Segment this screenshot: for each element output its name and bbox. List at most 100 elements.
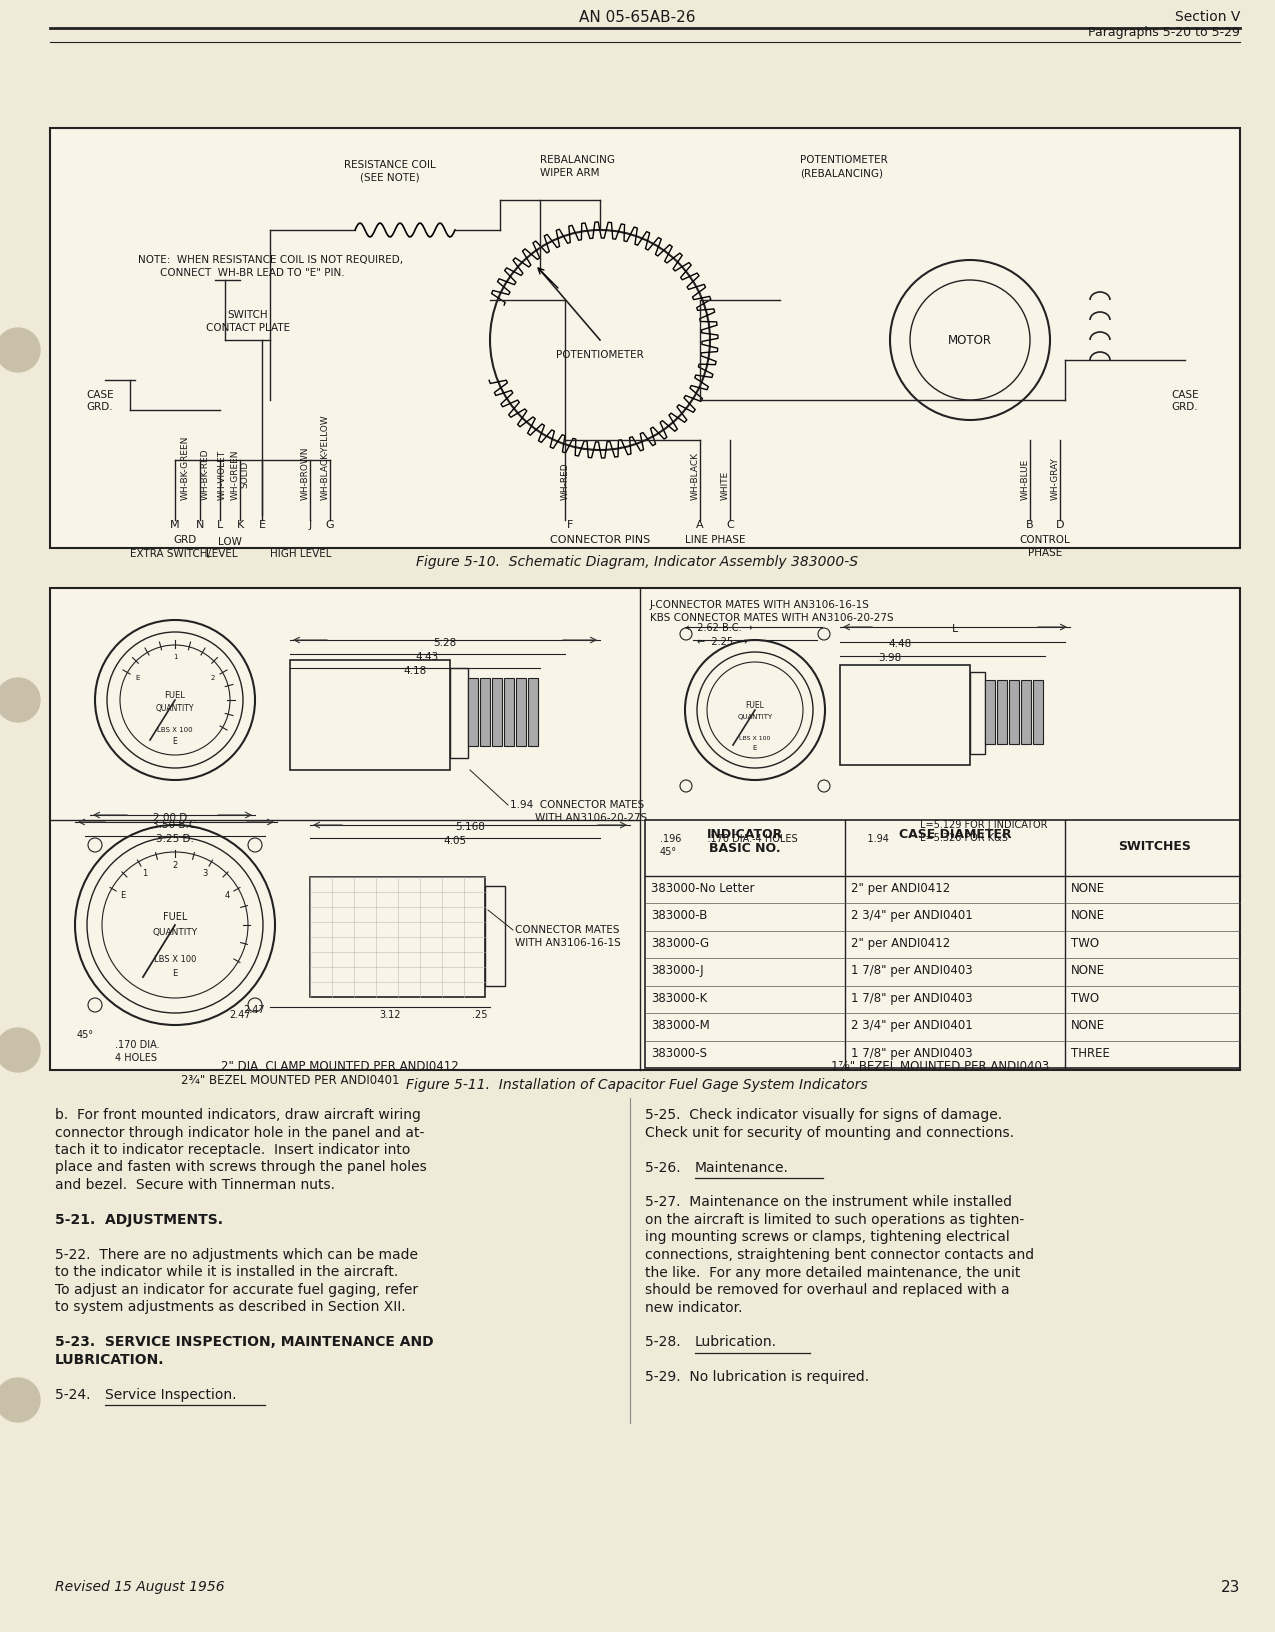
Text: 4: 4 [224,891,229,899]
Bar [289,659,450,770]
Text: E: E [135,676,140,682]
Text: b.  For front mounted indicators, draw aircraft wiring: b. For front mounted indicators, draw ai… [55,1108,421,1123]
Text: place and fasten with screws through the panel holes: place and fasten with screws through the… [55,1160,427,1175]
Text: WH-RED: WH-RED [561,462,570,499]
Text: L: L [952,623,958,633]
Text: and bezel.  Secure with Tinnerman nuts.: and bezel. Secure with Tinnerman nuts. [55,1178,335,1191]
Text: A: A [696,521,704,530]
Text: E: E [120,891,126,899]
Text: GRD.: GRD. [87,401,113,411]
Bar [479,677,490,746]
Bar [492,677,502,746]
Text: 383000-S: 383000-S [652,1046,708,1059]
Text: INDICATOR: INDICATOR [706,827,783,840]
Bar [1033,681,1043,744]
Text: WH-GRAY: WH-GRAY [1051,457,1060,499]
Text: 3.50 B.C.: 3.50 B.C. [152,819,200,831]
Bar [484,886,505,986]
Text: (SEE NOTE): (SEE NOTE) [360,173,419,183]
Text: 5-24.: 5-24. [55,1387,99,1402]
Text: RESISTANCE COIL: RESISTANCE COIL [344,160,436,170]
Text: 383000-K: 383000-K [652,992,708,1005]
Text: 2 3/4" per ANDI0401: 2 3/4" per ANDI0401 [850,909,973,922]
Text: E: E [259,521,265,530]
Text: BASIC NO.: BASIC NO. [709,842,780,855]
Text: SWITCH: SWITCH [228,310,268,320]
Bar [504,677,514,746]
Text: 5-28.: 5-28. [645,1335,690,1350]
Text: CONNECTOR PINS: CONNECTOR PINS [550,535,650,545]
Text: D: D [1056,521,1065,530]
Circle shape [0,1028,40,1072]
Bar [516,677,527,746]
Bar [645,819,1241,1067]
Text: .196: .196 [660,834,681,844]
Text: 1.94  CONNECTOR MATES: 1.94 CONNECTOR MATES [510,800,644,809]
Text: NONE: NONE [1071,881,1105,894]
Text: Figure 5-10.  Schematic Diagram, Indicator Assembly 383000-S: Figure 5-10. Schematic Diagram, Indicato… [416,555,858,570]
Text: NONE: NONE [1071,1018,1105,1031]
Text: 23: 23 [1220,1580,1241,1594]
Text: C: C [727,521,734,530]
Text: TWO: TWO [1071,937,1099,950]
Text: 5-21.  ADJUSTMENTS.: 5-21. ADJUSTMENTS. [55,1213,223,1227]
Text: WITH AN3106-16-1S: WITH AN3106-16-1S [515,938,621,948]
Text: .25: .25 [472,1010,488,1020]
Text: (REBALANCING): (REBALANCING) [799,168,884,178]
Text: 2" per ANDI0412: 2" per ANDI0412 [850,937,950,950]
Text: 5-25.  Check indicator visually for signs of damage.: 5-25. Check indicator visually for signs… [645,1108,1002,1123]
Text: 3.98: 3.98 [878,653,901,663]
Text: 383000-G: 383000-G [652,937,709,950]
Text: Maintenance.: Maintenance. [695,1160,789,1175]
Text: Check unit for security of mounting and connections.: Check unit for security of mounting and … [645,1126,1014,1139]
Text: QUANTITY: QUANTITY [153,927,198,937]
Text: LEVEL: LEVEL [207,548,238,560]
Text: WH-BLACK: WH-BLACK [691,452,700,499]
Text: 45°: 45° [76,1030,93,1040]
Text: 5-26.: 5-26. [645,1160,690,1175]
Text: PHASE: PHASE [1028,548,1062,558]
Text: K: K [236,521,244,530]
Text: REBALANCING: REBALANCING [541,155,615,165]
Text: 1⅞" BEZEL MOUNTED PER ANDI0403: 1⅞" BEZEL MOUNTED PER ANDI0403 [831,1061,1049,1072]
Text: WH-VIOLET: WH-VIOLET [218,450,227,499]
Text: 2" DIA. CLAMP MOUNTED PER ANDI0412: 2" DIA. CLAMP MOUNTED PER ANDI0412 [221,1061,459,1072]
Text: 2.47: 2.47 [230,1010,251,1020]
Text: 383000-M: 383000-M [652,1018,710,1031]
Text: 2¾" BEZEL MOUNTED PER ANDI0401: 2¾" BEZEL MOUNTED PER ANDI0401 [181,1074,399,1087]
Text: 3.12: 3.12 [379,1010,400,1020]
Text: MOTOR: MOTOR [949,333,992,346]
Text: FUEL: FUEL [164,690,185,700]
Text: 3: 3 [203,868,208,878]
Text: 383000-No Letter: 383000-No Letter [652,881,755,894]
Text: CONNECT  WH-BR LEAD TO "E" PIN.: CONNECT WH-BR LEAD TO "E" PIN. [159,268,344,277]
Bar [997,681,1007,744]
Bar [528,677,538,746]
Text: 5.168: 5.168 [455,823,484,832]
Text: 4 HOLES: 4 HOLES [115,1053,157,1062]
Text: 2: 2 [172,860,177,870]
Text: LOW: LOW [218,537,242,547]
Text: Figure 5-11.  Installation of Capacitor Fuel Gage System Indicators: Figure 5-11. Installation of Capacitor F… [407,1079,868,1092]
Text: .170 DIA.-4 HOLES: .170 DIA.-4 HOLES [695,834,798,844]
Text: Paragraphs 5-20 to 5-29: Paragraphs 5-20 to 5-29 [1088,26,1241,39]
Text: LBS X 100: LBS X 100 [154,955,196,965]
Text: FUEL: FUEL [746,700,765,710]
Text: To adjust an indicator for accurate fuel gaging, refer: To adjust an indicator for accurate fuel… [55,1283,418,1297]
Text: new indicator.: new indicator. [645,1301,742,1314]
Text: L=5.129 FOR J INDICATOR: L=5.129 FOR J INDICATOR [921,819,1048,831]
Text: connector through indicator hole in the panel and at-: connector through indicator hole in the … [55,1126,425,1139]
Text: on the aircraft is limited to such operations as tighten-: on the aircraft is limited to such opera… [645,1213,1024,1227]
Circle shape [0,328,40,372]
Text: 1.94: 1.94 [856,834,889,844]
Text: LINE PHASE: LINE PHASE [685,535,746,545]
Text: FUEL: FUEL [163,912,187,922]
Bar [310,876,484,997]
Text: the like.  For any more detailed maintenance, the unit: the like. For any more detailed maintena… [645,1265,1020,1279]
Text: 1 7/8" per ANDI0403: 1 7/8" per ANDI0403 [850,1046,973,1059]
Text: tach it to indicator receptacle.  Insert indicator into: tach it to indicator receptacle. Insert … [55,1142,411,1157]
Text: N: N [196,521,204,530]
Text: SWITCHES: SWITCHES [1118,840,1191,854]
Bar [1021,681,1031,744]
Text: 5.28: 5.28 [434,638,456,648]
